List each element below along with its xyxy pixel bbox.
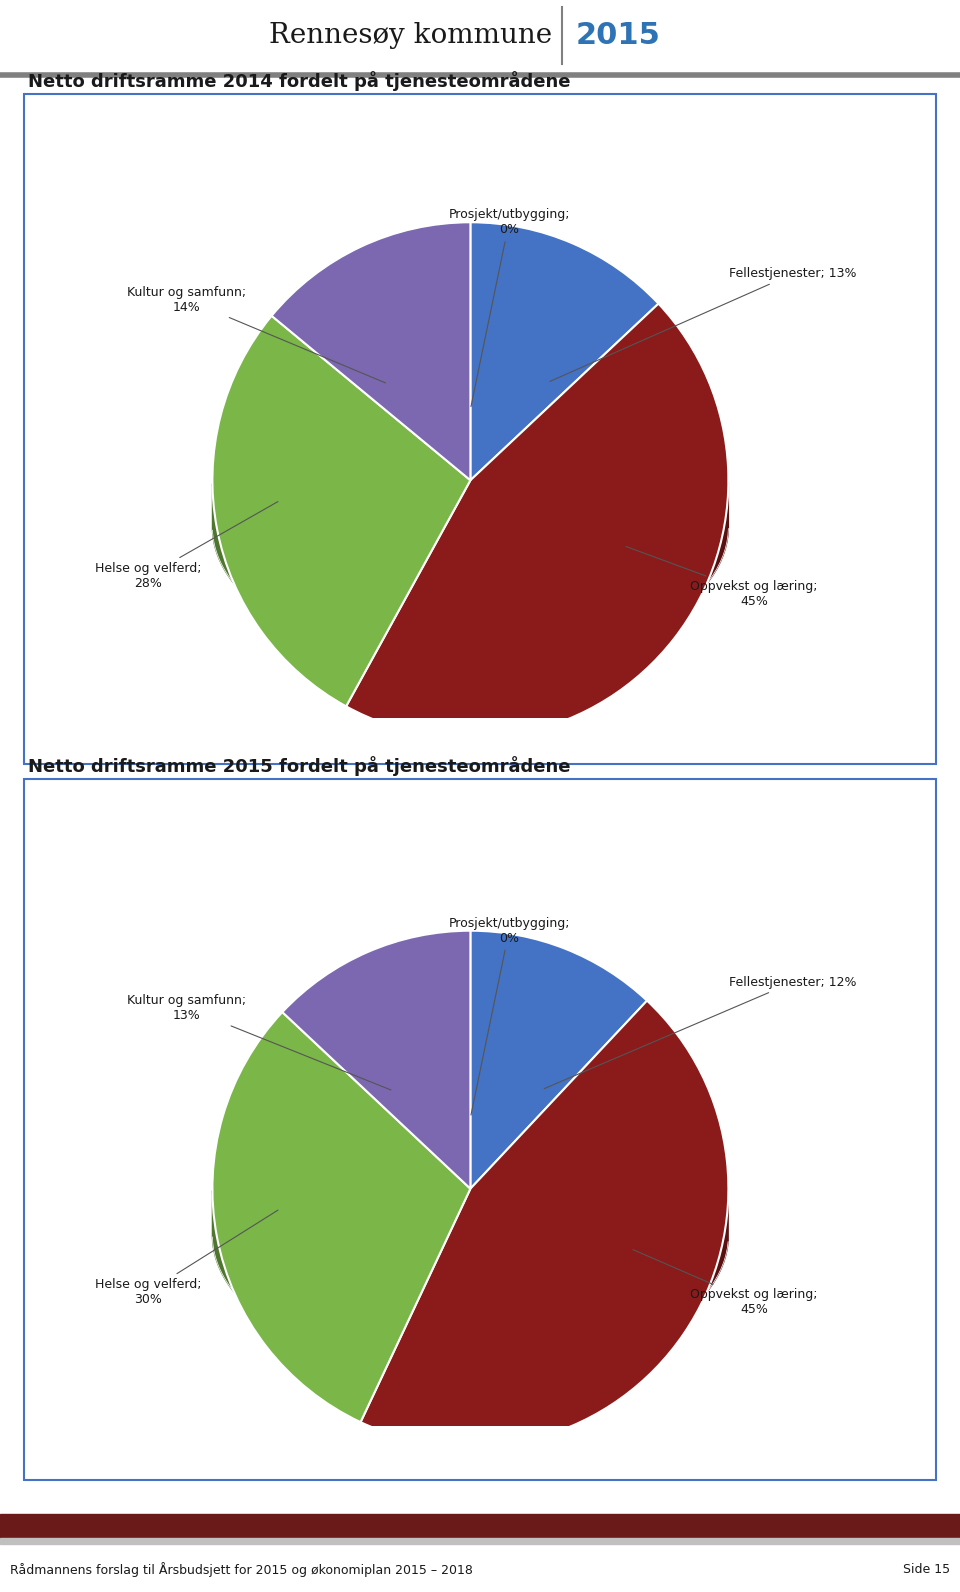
Text: Helse og velferd;
30%: Helse og velferd; 30% — [95, 1210, 278, 1305]
FancyBboxPatch shape — [24, 778, 936, 1481]
Wedge shape — [212, 1013, 470, 1422]
Text: Kultur og samfunn;
14%: Kultur og samfunn; 14% — [127, 285, 386, 384]
Polygon shape — [212, 1191, 361, 1363]
Text: 2015: 2015 — [576, 21, 660, 51]
Ellipse shape — [212, 385, 729, 669]
Text: Rådmannens forslag til Årsbudsjett for 2015 og økonomiplan 2015 – 2018: Rådmannens forslag til Årsbudsjett for 2… — [10, 1562, 472, 1576]
Wedge shape — [470, 931, 647, 1189]
Polygon shape — [361, 1189, 470, 1363]
Polygon shape — [347, 482, 729, 669]
Polygon shape — [361, 1196, 728, 1377]
Text: Fellestjenester; 13%: Fellestjenester; 13% — [550, 267, 856, 382]
Wedge shape — [361, 1001, 729, 1447]
Text: Helse og velferd;
28%: Helse og velferd; 28% — [95, 501, 277, 589]
Wedge shape — [212, 315, 470, 707]
Wedge shape — [272, 223, 470, 481]
Polygon shape — [361, 1189, 470, 1363]
Text: Netto driftsramme 2014 fordelt på tjenesteområdene: Netto driftsramme 2014 fordelt på tjenes… — [29, 72, 571, 91]
Wedge shape — [470, 223, 659, 481]
Text: Kultur og samfunn;
13%: Kultur og samfunn; 13% — [127, 993, 391, 1091]
Text: Prosjekt/utbygging;
0%: Prosjekt/utbygging; 0% — [448, 917, 570, 1114]
Wedge shape — [282, 931, 470, 1189]
Text: Netto driftsramme 2015 fordelt på tjenesteområdene: Netto driftsramme 2015 fordelt på tjenes… — [29, 756, 571, 775]
FancyBboxPatch shape — [24, 94, 936, 764]
Wedge shape — [347, 304, 729, 739]
Polygon shape — [347, 481, 470, 651]
Polygon shape — [347, 481, 470, 651]
Text: Rennesøy kommune: Rennesøy kommune — [269, 22, 552, 49]
Text: Fellestjenester; 12%: Fellestjenester; 12% — [544, 976, 856, 1089]
Ellipse shape — [212, 1094, 729, 1377]
Text: Oppvekst og læring;
45%: Oppvekst og læring; 45% — [626, 546, 818, 608]
Text: Oppvekst og læring;
45%: Oppvekst og læring; 45% — [633, 1250, 818, 1317]
Polygon shape — [212, 484, 347, 651]
Text: Side 15: Side 15 — [903, 1563, 950, 1576]
Text: Prosjekt/utbygging;
0%: Prosjekt/utbygging; 0% — [448, 209, 570, 406]
